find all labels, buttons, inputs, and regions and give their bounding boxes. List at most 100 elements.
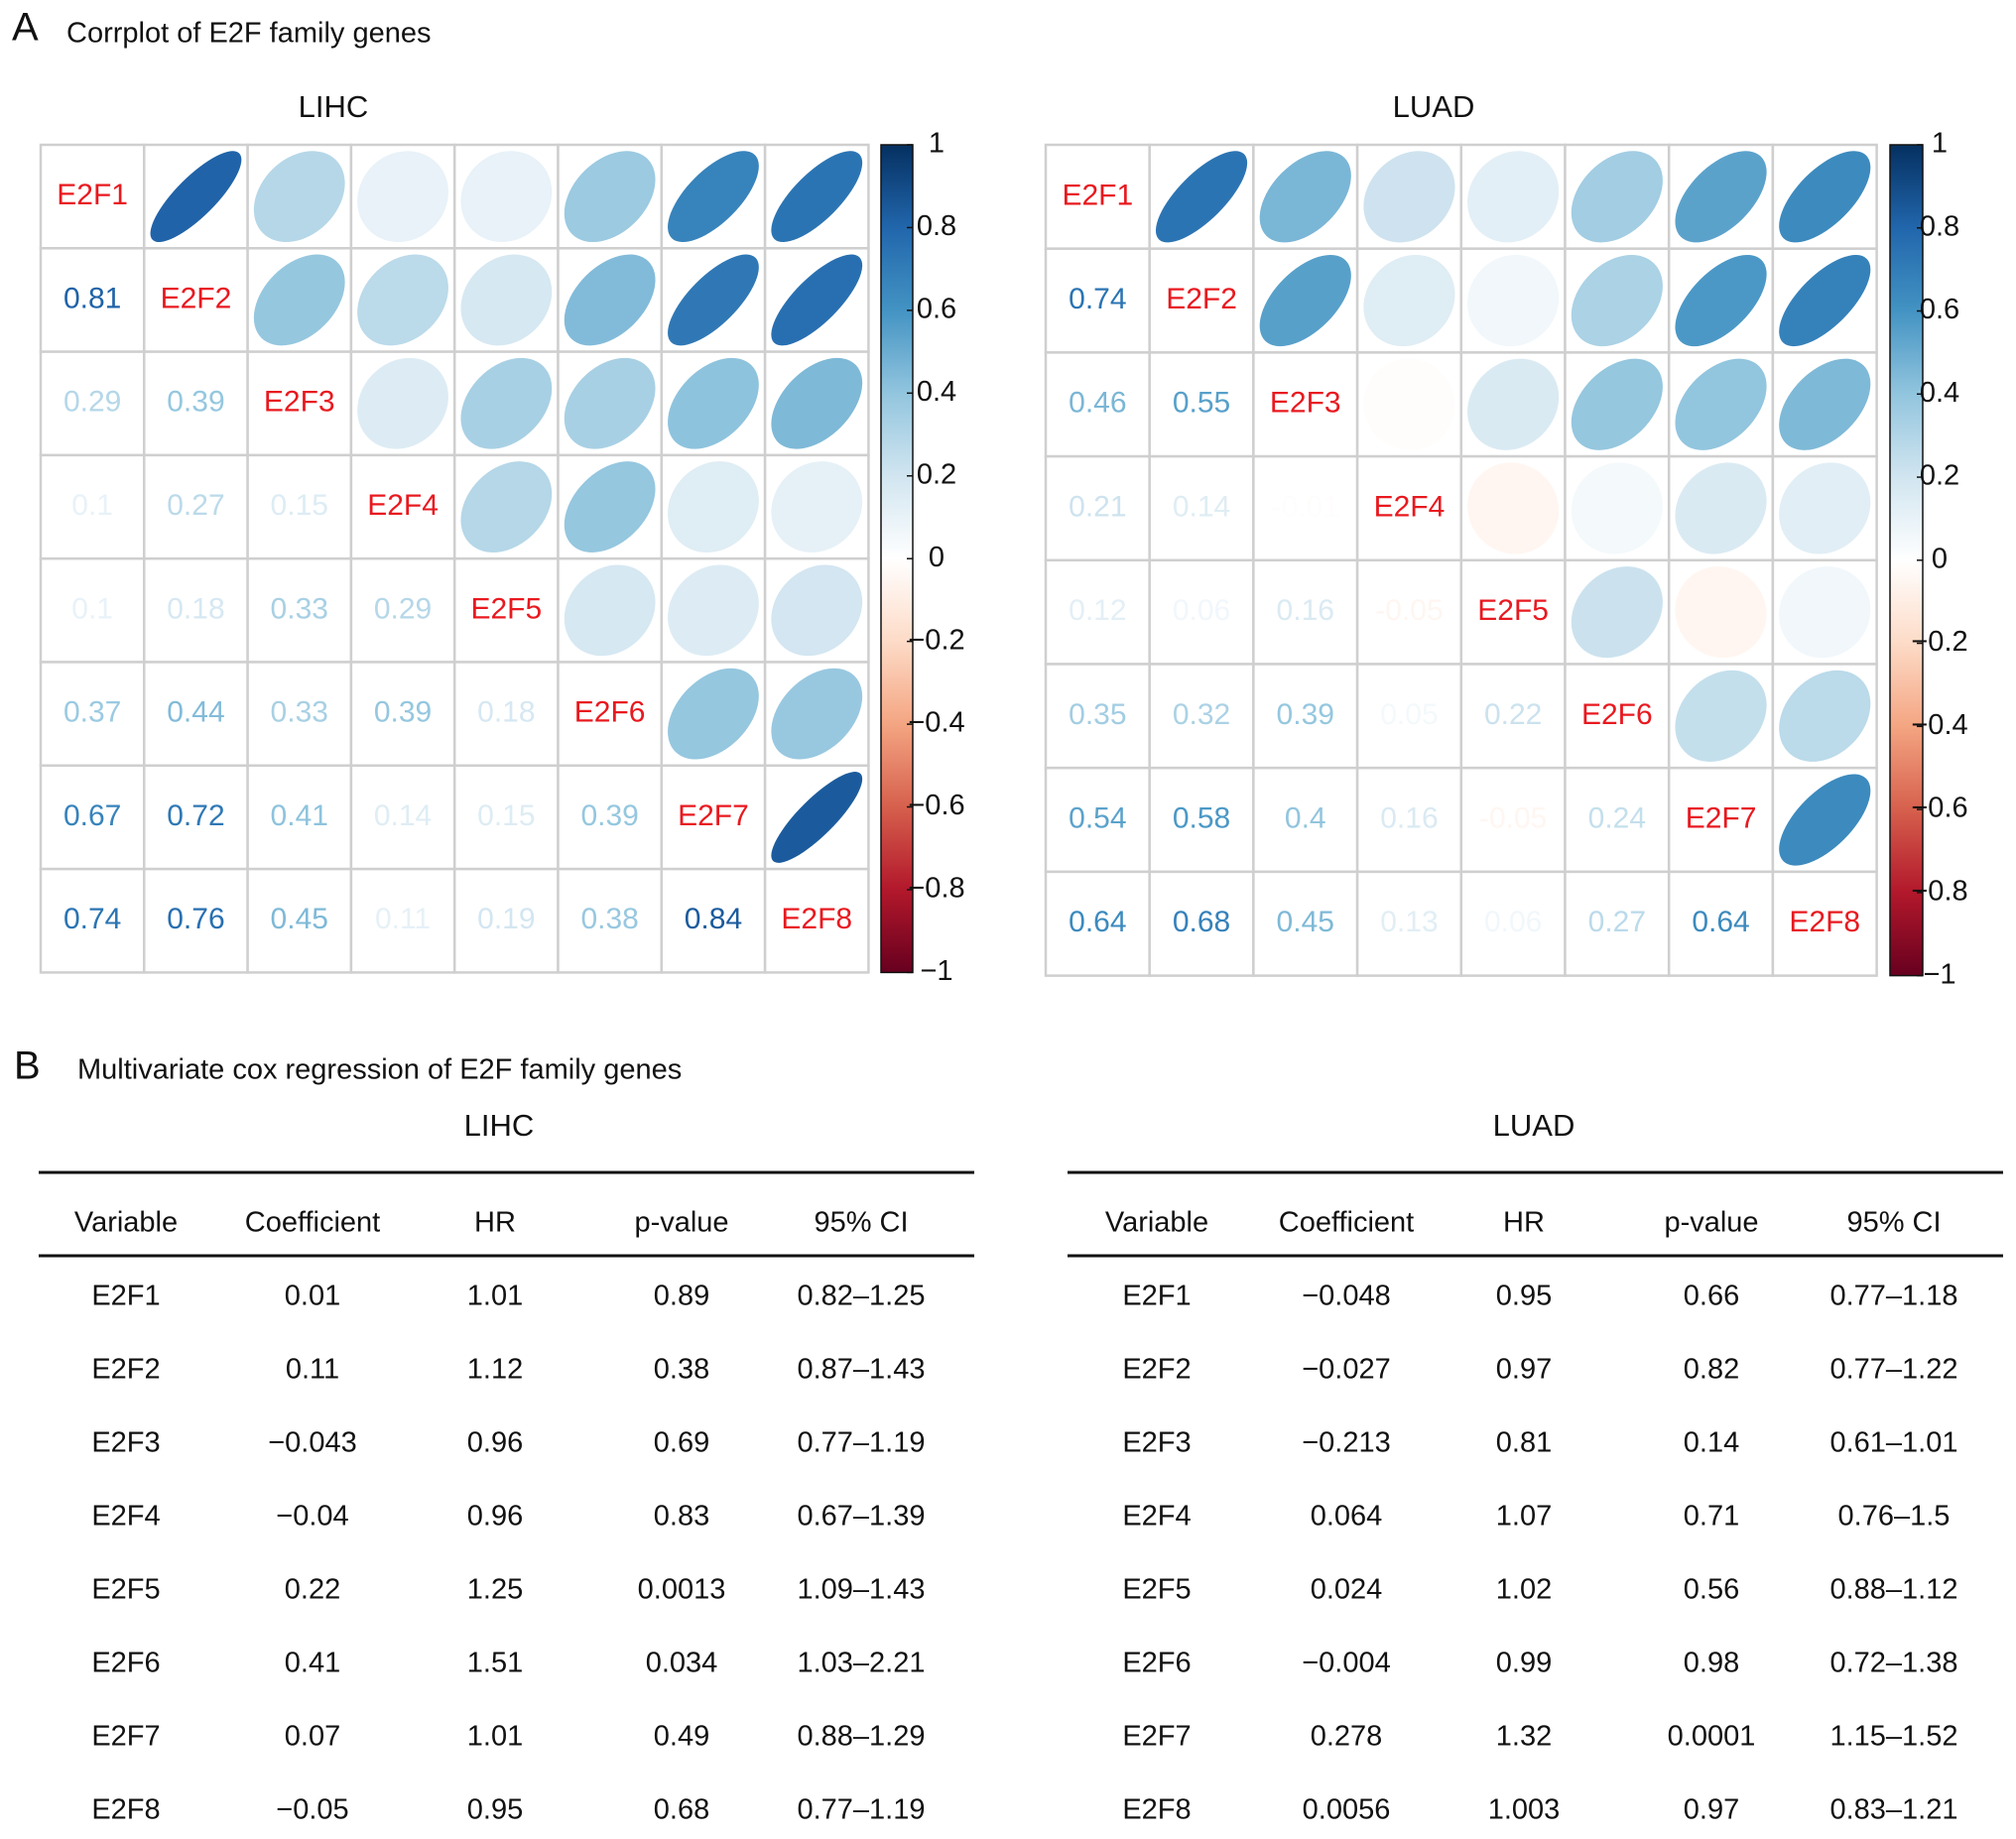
cell: [1148, 558, 1255, 666]
value-label: 0.74: [1069, 283, 1126, 315]
ellipse: [564, 564, 656, 657]
cell: [1148, 870, 1255, 977]
cell: [1355, 558, 1463, 666]
table-cell: 0.14: [1684, 1427, 1739, 1459]
table-cell: 0.97: [1684, 1794, 1739, 1826]
table-cell: 0.82–1.25: [797, 1281, 925, 1312]
colorbar-tick-label: 0.6: [917, 294, 956, 325]
ellipse: [150, 151, 242, 243]
cell: [452, 764, 560, 871]
table-cell: 0.278: [1311, 1721, 1383, 1753]
cell: [1771, 870, 1878, 977]
table-cell: 0.41: [285, 1648, 340, 1679]
value-label: 0.27: [1588, 906, 1646, 938]
ellipse: [771, 564, 863, 657]
colorbar-tick-label: 0: [1932, 543, 1948, 574]
colorbar-tick-label: 1: [1932, 128, 1948, 160]
table-title: LIHC: [464, 1108, 535, 1143]
cell: [1667, 766, 1775, 874]
cell: [143, 764, 249, 871]
table-cell: 0.88–1.12: [1829, 1574, 1957, 1606]
value-label: 0.4: [1285, 801, 1326, 834]
value-label: 0.58: [1173, 801, 1230, 834]
panel-label: B: [14, 1044, 41, 1088]
ellipse: [1779, 358, 1871, 450]
ellipse: [1467, 462, 1560, 554]
table-cell: E2F2: [1122, 1354, 1191, 1386]
table-cell: 1.25: [467, 1574, 523, 1606]
value-label: 0.06: [1484, 906, 1542, 938]
ellipse: [1779, 254, 1871, 347]
cell: [763, 867, 870, 974]
ellipse: [564, 151, 656, 243]
ellipse: [1779, 774, 1871, 866]
ellipse: [1675, 462, 1767, 554]
variable-label: E2F4: [367, 489, 439, 522]
value-label: 0.39: [580, 799, 638, 832]
table-cell: 0.01: [285, 1281, 340, 1312]
value-label: 0.84: [685, 903, 742, 935]
ellipse: [1467, 358, 1560, 450]
value-label: 0.13: [1380, 906, 1438, 938]
value-label: 0.06: [1173, 594, 1230, 627]
ellipse: [1571, 358, 1663, 450]
table-cell: 0.82: [1684, 1354, 1739, 1386]
ellipse: [564, 461, 656, 552]
ellipse: [668, 461, 759, 552]
value-label: 0.05: [1380, 698, 1438, 731]
variable-label: E2F1: [57, 179, 128, 211]
value-label: 0.11: [375, 903, 431, 935]
table-cell: 0.95: [467, 1794, 523, 1826]
ellipse: [357, 254, 448, 346]
table-cell: 0.77–1.18: [1829, 1281, 1957, 1312]
value-label: -0.01: [1272, 490, 1339, 523]
ellipse: [564, 357, 656, 449]
colorbar-tick-label: −0.8: [908, 873, 964, 905]
cell: [452, 867, 560, 974]
cell: [349, 556, 456, 664]
table-cell: −0.213: [1302, 1427, 1391, 1459]
column-header: 95% CI: [1846, 1207, 1941, 1239]
colorbar-tick-label: 0.8: [1920, 210, 1959, 242]
table-cell: 0.0013: [638, 1574, 726, 1606]
cell: [660, 867, 767, 974]
ellipse: [460, 151, 553, 243]
value-label: 0.38: [580, 903, 638, 935]
colorbar-tick-label: 0.2: [1920, 460, 1959, 492]
value-label: 0.21: [1069, 490, 1126, 523]
table-cell: 0.77–1.19: [797, 1427, 925, 1459]
colorbar-tick-label: −1: [920, 955, 952, 987]
table-cell: 1.12: [467, 1354, 523, 1386]
value-label: 0.46: [1069, 387, 1126, 420]
ellipse: [357, 357, 448, 449]
value-label: 0.1: [71, 489, 113, 522]
value-label: 0.81: [63, 282, 121, 314]
variable-label: E2F4: [1374, 490, 1446, 523]
ellipse: [1675, 670, 1767, 762]
table-cell: 0.88–1.29: [797, 1721, 925, 1753]
variable-label: E2F3: [1270, 387, 1341, 420]
ellipse: [771, 151, 863, 243]
value-label: 0.19: [477, 903, 535, 935]
cell: [1355, 454, 1463, 562]
value-label: 0.39: [167, 386, 224, 419]
panel-title: Corrplot of E2F family genes: [66, 18, 431, 50]
table-cell: 0.0001: [1668, 1721, 1756, 1753]
value-label: 0.12: [1069, 594, 1126, 627]
ellipse: [1363, 254, 1455, 347]
table-cell: 0.95: [1496, 1281, 1552, 1312]
ellipse: [1675, 254, 1767, 347]
colorbar-tick-label: −0.2: [908, 624, 964, 656]
value-label: 0.54: [1069, 801, 1126, 834]
table-cell: 0.61–1.01: [1829, 1427, 1957, 1459]
colorbar-tick-label: −0.6: [1911, 793, 1967, 824]
variable-label: E2F2: [161, 282, 232, 314]
table-cell: −0.048: [1302, 1281, 1391, 1312]
table-cell: −0.004: [1302, 1648, 1391, 1679]
table-cell: 0.99: [1496, 1648, 1552, 1679]
table-cell: 1.15–1.52: [1829, 1721, 1957, 1753]
ellipse: [460, 357, 553, 449]
cell: [1148, 247, 1255, 354]
table-cell: 0.56: [1684, 1574, 1739, 1606]
